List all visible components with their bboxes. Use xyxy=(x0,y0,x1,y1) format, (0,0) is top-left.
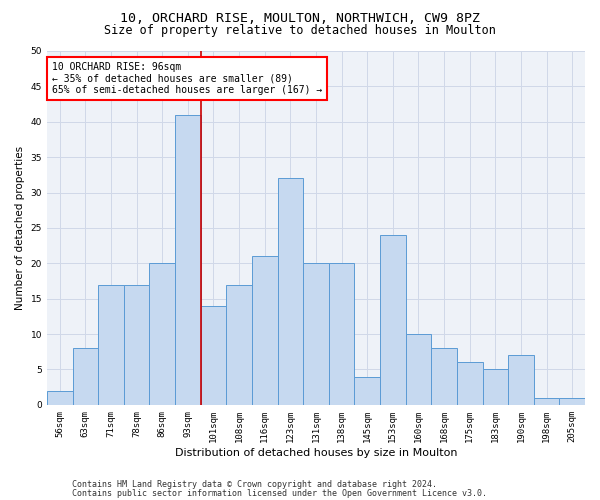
Bar xyxy=(482,370,508,405)
Bar xyxy=(200,306,226,405)
Bar xyxy=(73,348,98,405)
Text: Contains HM Land Registry data © Crown copyright and database right 2024.: Contains HM Land Registry data © Crown c… xyxy=(72,480,437,489)
Y-axis label: Number of detached properties: Number of detached properties xyxy=(15,146,25,310)
Text: 10, ORCHARD RISE, MOULTON, NORTHWICH, CW9 8PZ: 10, ORCHARD RISE, MOULTON, NORTHWICH, CW… xyxy=(120,12,480,26)
Bar xyxy=(278,178,303,405)
Bar xyxy=(175,114,200,405)
Bar xyxy=(98,284,124,405)
Bar xyxy=(47,390,73,405)
Bar xyxy=(380,235,406,405)
Bar xyxy=(124,284,149,405)
X-axis label: Distribution of detached houses by size in Moulton: Distribution of detached houses by size … xyxy=(175,448,457,458)
Bar xyxy=(457,362,482,405)
Bar xyxy=(559,398,585,405)
Bar xyxy=(534,398,559,405)
Bar xyxy=(431,348,457,405)
Text: Size of property relative to detached houses in Moulton: Size of property relative to detached ho… xyxy=(104,24,496,37)
Bar xyxy=(355,376,380,405)
Bar xyxy=(303,264,329,405)
Text: 10 ORCHARD RISE: 96sqm
← 35% of detached houses are smaller (89)
65% of semi-det: 10 ORCHARD RISE: 96sqm ← 35% of detached… xyxy=(52,62,323,95)
Bar xyxy=(406,334,431,405)
Bar xyxy=(508,356,534,405)
Bar xyxy=(252,256,278,405)
Bar xyxy=(226,284,252,405)
Text: Contains public sector information licensed under the Open Government Licence v3: Contains public sector information licen… xyxy=(72,488,487,498)
Bar xyxy=(329,264,355,405)
Bar xyxy=(149,264,175,405)
